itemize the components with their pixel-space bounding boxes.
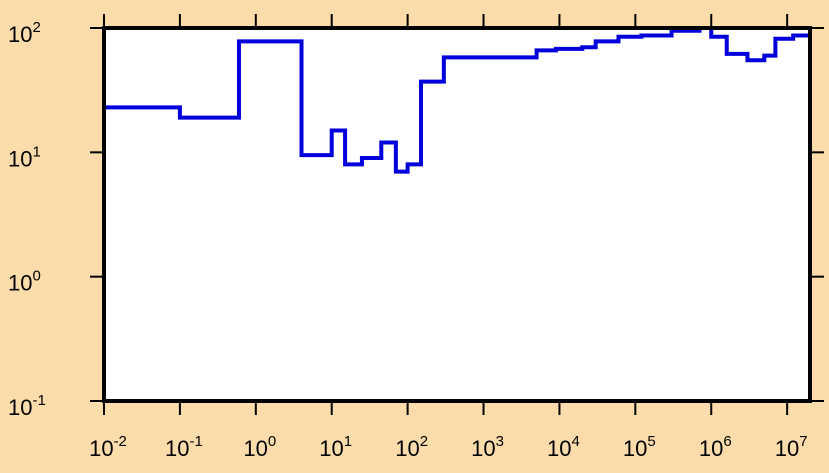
y-tick-label: 101 (8, 143, 41, 171)
x-tick-exponent: 7 (799, 433, 807, 450)
y-tick-label: 102 (8, 19, 41, 47)
y-tick-label: 10-1 (8, 392, 46, 420)
y-tick-label: 100 (8, 268, 41, 296)
x-tick-label: 10-1 (165, 433, 203, 461)
x-tick-base: 10 (699, 436, 723, 461)
x-tick-label: 102 (395, 433, 428, 461)
y-tick-base: 10 (8, 395, 32, 420)
x-tick-base: 10 (319, 436, 343, 461)
x-tick-label: 105 (623, 433, 656, 461)
series-step-line (102, 26, 812, 401)
x-tick-base: 10 (89, 436, 113, 461)
x-tick-base: 10 (243, 436, 267, 461)
x-tick-exponent: 4 (572, 433, 580, 450)
x-tick-base: 10 (165, 436, 189, 461)
x-tick-exponent: 0 (268, 433, 276, 450)
x-tick-base: 10 (547, 436, 571, 461)
x-tick-exponent: -1 (189, 433, 202, 450)
plot-frame (102, 26, 812, 403)
x-tick-label: 104 (547, 433, 580, 461)
y-tick-exponent: 0 (32, 268, 40, 285)
x-tick-exponent: 6 (723, 433, 731, 450)
x-tick-label: 101 (319, 433, 352, 461)
y-tick-exponent: -1 (32, 392, 45, 409)
x-tick-label: 106 (699, 433, 732, 461)
y-tick-exponent: 2 (32, 19, 40, 36)
y-tick-exponent: 1 (32, 143, 40, 160)
x-tick-exponent: -2 (114, 433, 127, 450)
x-tick-exponent: 2 (420, 433, 428, 450)
x-tick-exponent: 3 (496, 433, 504, 450)
x-tick-base: 10 (775, 436, 799, 461)
x-tick-base: 10 (395, 436, 419, 461)
x-tick-label: 10-2 (89, 433, 127, 461)
x-tick-base: 10 (623, 436, 647, 461)
x-tick-label: 107 (775, 433, 808, 461)
y-tick-base: 10 (8, 22, 32, 47)
x-tick-exponent: 1 (344, 433, 352, 450)
axis-ticks (90, 14, 824, 415)
x-tick-base: 10 (471, 436, 495, 461)
plot-area (104, 28, 810, 401)
y-tick-base: 10 (8, 146, 32, 171)
tick-labels: 10-2 10-1 100 101 102 103 104 105 106 10710210110… (8, 19, 808, 461)
x-tick-label: 103 (471, 433, 504, 461)
y-tick-base: 10 (8, 271, 32, 296)
x-tick-label: 100 (243, 433, 276, 461)
x-tick-exponent: 5 (647, 433, 655, 450)
